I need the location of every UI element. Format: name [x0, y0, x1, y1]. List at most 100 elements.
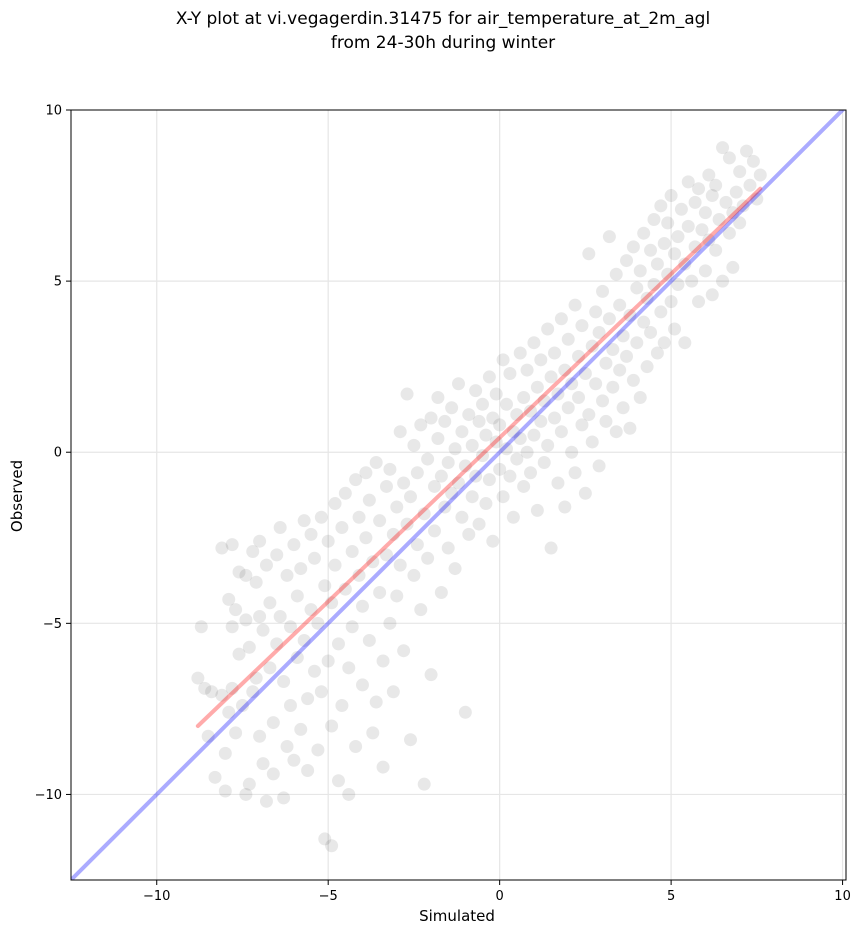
data-point	[520, 445, 534, 459]
data-point	[242, 777, 256, 791]
data-point	[441, 455, 455, 469]
data-point	[709, 178, 723, 192]
data-point	[273, 521, 287, 535]
data-point	[335, 698, 349, 712]
data-point	[746, 154, 760, 168]
data-point	[640, 291, 654, 305]
data-point	[427, 524, 441, 538]
data-point	[222, 705, 236, 719]
data-point	[705, 288, 719, 302]
data-point	[537, 455, 551, 469]
data-point	[616, 329, 630, 343]
data-point	[205, 685, 219, 699]
data-point	[626, 240, 640, 254]
data-point	[479, 428, 493, 442]
data-point	[472, 517, 486, 531]
data-point	[325, 596, 339, 610]
data-point	[698, 264, 712, 278]
data-point	[568, 298, 582, 312]
data-point	[472, 414, 486, 428]
data-point	[414, 418, 428, 432]
data-point	[225, 620, 239, 634]
data-point	[500, 397, 514, 411]
data-point	[321, 534, 335, 548]
data-point	[527, 336, 541, 350]
data-point	[277, 791, 291, 805]
data-point	[307, 551, 321, 565]
data-point	[452, 377, 465, 391]
data-point	[524, 404, 538, 418]
data-point	[500, 442, 514, 456]
data-point	[287, 538, 301, 552]
data-point	[630, 336, 644, 350]
data-point	[702, 233, 716, 247]
data-point	[671, 278, 685, 292]
data-point	[743, 178, 757, 192]
data-point	[256, 623, 270, 637]
y-axis-label: Observed	[8, 460, 26, 532]
data-point	[554, 425, 568, 439]
data-point	[578, 486, 592, 500]
x-axis-label: Simulated	[419, 907, 495, 925]
data-point	[496, 490, 510, 504]
data-point	[417, 777, 431, 791]
data-point	[750, 192, 764, 206]
data-point	[534, 414, 548, 428]
data-point	[259, 794, 273, 808]
data-point	[493, 462, 507, 476]
data-point	[448, 442, 462, 456]
data-point	[726, 206, 740, 220]
data-point	[716, 141, 730, 155]
data-point	[623, 421, 637, 435]
data-point	[239, 568, 253, 582]
data-point	[589, 377, 603, 391]
data-point	[373, 586, 387, 600]
data-point	[462, 527, 476, 541]
data-point	[355, 599, 369, 613]
y-tick-label: 5	[54, 275, 62, 290]
data-point	[524, 466, 538, 480]
data-point	[273, 609, 287, 623]
data-point	[441, 541, 455, 555]
data-point	[366, 555, 380, 569]
data-point	[342, 787, 356, 801]
data-point	[263, 661, 277, 675]
data-point	[215, 688, 229, 702]
data-point	[561, 332, 575, 346]
data-point	[448, 562, 462, 576]
data-point	[259, 558, 273, 572]
data-point	[290, 589, 304, 603]
data-point	[527, 428, 541, 442]
data-point	[215, 541, 229, 555]
data-point	[386, 527, 400, 541]
data-point	[482, 370, 496, 384]
data-point	[630, 281, 644, 295]
data-point	[544, 541, 558, 555]
x-tick-label: 10	[834, 889, 851, 904]
data-point	[266, 716, 280, 730]
data-point	[390, 589, 404, 603]
data-point	[561, 401, 575, 415]
chart-title-line2: from 24-30h during winter	[331, 33, 555, 53]
data-point	[369, 695, 383, 709]
data-point	[218, 784, 232, 798]
y-tick-label: 0	[54, 446, 62, 461]
data-point	[716, 274, 730, 288]
axis-ticks: −10 −5 0 5 10 −10 −5 0 5 10	[35, 104, 851, 905]
data-point	[297, 514, 311, 528]
data-point	[301, 692, 315, 706]
data-point	[458, 705, 472, 719]
data-point	[537, 394, 551, 408]
data-point	[438, 500, 452, 514]
x-tick-label: 0	[496, 889, 504, 904]
data-point	[575, 319, 589, 333]
y-tick-label: −5	[43, 617, 62, 632]
data-point	[486, 534, 500, 548]
data-point	[469, 384, 483, 398]
data-point	[647, 278, 661, 292]
data-point	[575, 418, 589, 432]
data-point	[246, 685, 260, 699]
data-point	[421, 452, 435, 466]
data-point	[733, 165, 747, 179]
